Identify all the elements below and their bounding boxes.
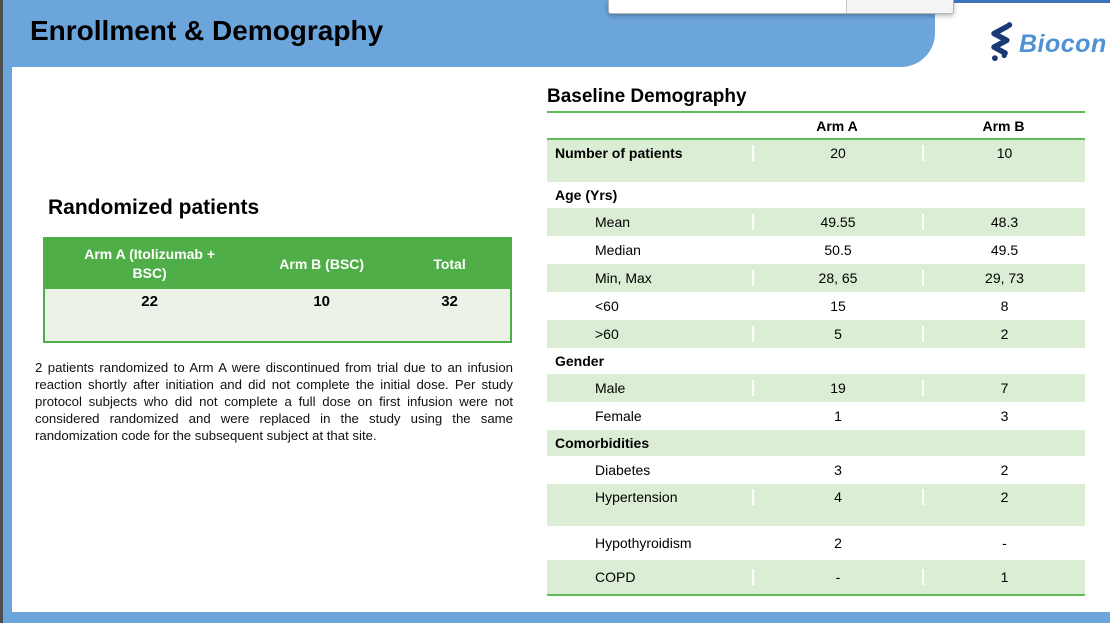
cell-arm-b: 3 [922,408,1085,424]
popup-right-segment[interactable] [847,0,953,13]
baseline-table: Arm A Arm B Number of patients 20 10 Age (Y… [547,111,1085,596]
row-label: Hypothyroidism [595,535,692,551]
biocon-logo: Biocon [983,20,1107,69]
randomized-table-values-row: 22 10 32 [45,289,510,341]
note-text: 2 patients randomized to Arm A were disc… [35,360,513,443]
row-label: Number of patients [555,145,683,161]
table-row: Age (Yrs) [547,182,1085,208]
window-edge [0,0,3,623]
table-row: Diabetes 3 2 [547,456,1085,484]
row-label: Hypertension [595,489,678,505]
cell-arm-a: 15 [752,298,922,314]
cell-arm-a: 20 [752,145,922,161]
cell-arm-b: - [922,535,1085,551]
cell-arm-a: 3 [752,462,922,478]
column-header-arm-b: Arm B [982,117,1025,134]
row-label: COPD [595,569,636,585]
window-top-line [954,0,1110,3]
cell-arm-a: 1 [752,408,922,424]
value-total: 32 [441,293,458,310]
row-label: Female [595,408,642,424]
table-row: Gender [547,348,1085,374]
cell-arm-a: 50.5 [752,242,922,258]
cell-arm-b: 49.5 [922,242,1085,258]
row-label: <60 [595,298,619,314]
column-header-arm-a: Arm A [816,117,858,134]
row-label: Gender [555,353,605,369]
randomized-table-header: Arm A (Itolizumab + BSC) Arm B (BSC) Tot… [45,239,510,289]
cell-arm-b: 29, 73 [922,270,1085,286]
popup-search-box[interactable] [608,0,954,14]
cell-arm-b: 48.3 [922,214,1085,230]
table-row: <60 15 8 [547,292,1085,320]
baseline-table-body: Number of patients 20 10 Age (Yrs) Mean 49.55… [547,140,1085,594]
table-row: Hypothyroidism 2- [547,526,1085,560]
cell-arm-b: 2 [922,326,1085,342]
cell-arm-a: 4 [752,489,922,505]
column-header-arm-b: Arm B (BSC) [279,255,365,272]
row-label: >60 [595,326,619,342]
randomized-patients-title: Randomized patients [48,196,260,219]
row-label: Min, Max [595,270,652,286]
page-title: Enrollment & Demography [30,15,384,46]
baseline-demography-title: Baseline Demography [547,86,747,107]
table-row: Female 1 3 [547,402,1085,430]
row-label: Median [595,242,641,258]
row-label: Male [595,380,626,396]
cell-arm-b: 1 [922,569,1085,585]
table-row: Comorbidities [547,430,1085,456]
cell-arm-b: 7 [922,380,1085,396]
column-header-arm-a: Arm A (Itolizumab + BSC) [84,246,216,281]
table-row: Number of patients 20 10 [547,140,1085,182]
row-label: Mean [595,214,631,230]
cell-arm-a: 28, 65 [752,270,922,286]
row-label: Age (Yrs) [555,187,618,203]
cell-arm-a: - [752,569,922,585]
table-row: >60 5 2 [547,320,1085,348]
table-row: COPD -1 [547,560,1085,594]
biocon-logo-text: Biocon [1019,30,1107,58]
cell-arm-a: 5 [752,326,922,342]
table-row: Hypertension 4 2 [547,484,1085,526]
cell-arm-b: 2 [922,489,1085,505]
cell-arm-a: 19 [752,380,922,396]
table-row: Median 50.5 49.5 [547,236,1085,264]
table-row: Male 19 7 [547,374,1085,402]
value-arm-b: 10 [313,293,331,310]
cell-arm-b: 10 [922,145,1085,161]
randomized-table: Arm A (Itolizumab + BSC) Arm B (BSC) Tot… [43,237,512,343]
table-row: Min, Max 28, 65 29, 73 [547,264,1085,292]
cell-arm-b: 8 [922,298,1085,314]
value-arm-a: 22 [141,293,158,310]
popup-divider [846,0,847,13]
biocon-zigzag-icon [983,20,1017,69]
cell-arm-a: 2 [752,535,922,551]
cell-arm-a: 49.55 [752,214,922,230]
column-header-total: Total [433,255,466,272]
table-row: Mean 49.55 48.3 [547,208,1085,236]
bottom-border-bar [0,612,1110,623]
baseline-table-header: Arm A Arm B [547,111,1085,140]
row-label: Comorbidities [555,435,650,451]
left-border-strip [3,0,12,612]
cell-arm-b: 2 [922,462,1085,478]
row-label: Diabetes [595,462,651,478]
